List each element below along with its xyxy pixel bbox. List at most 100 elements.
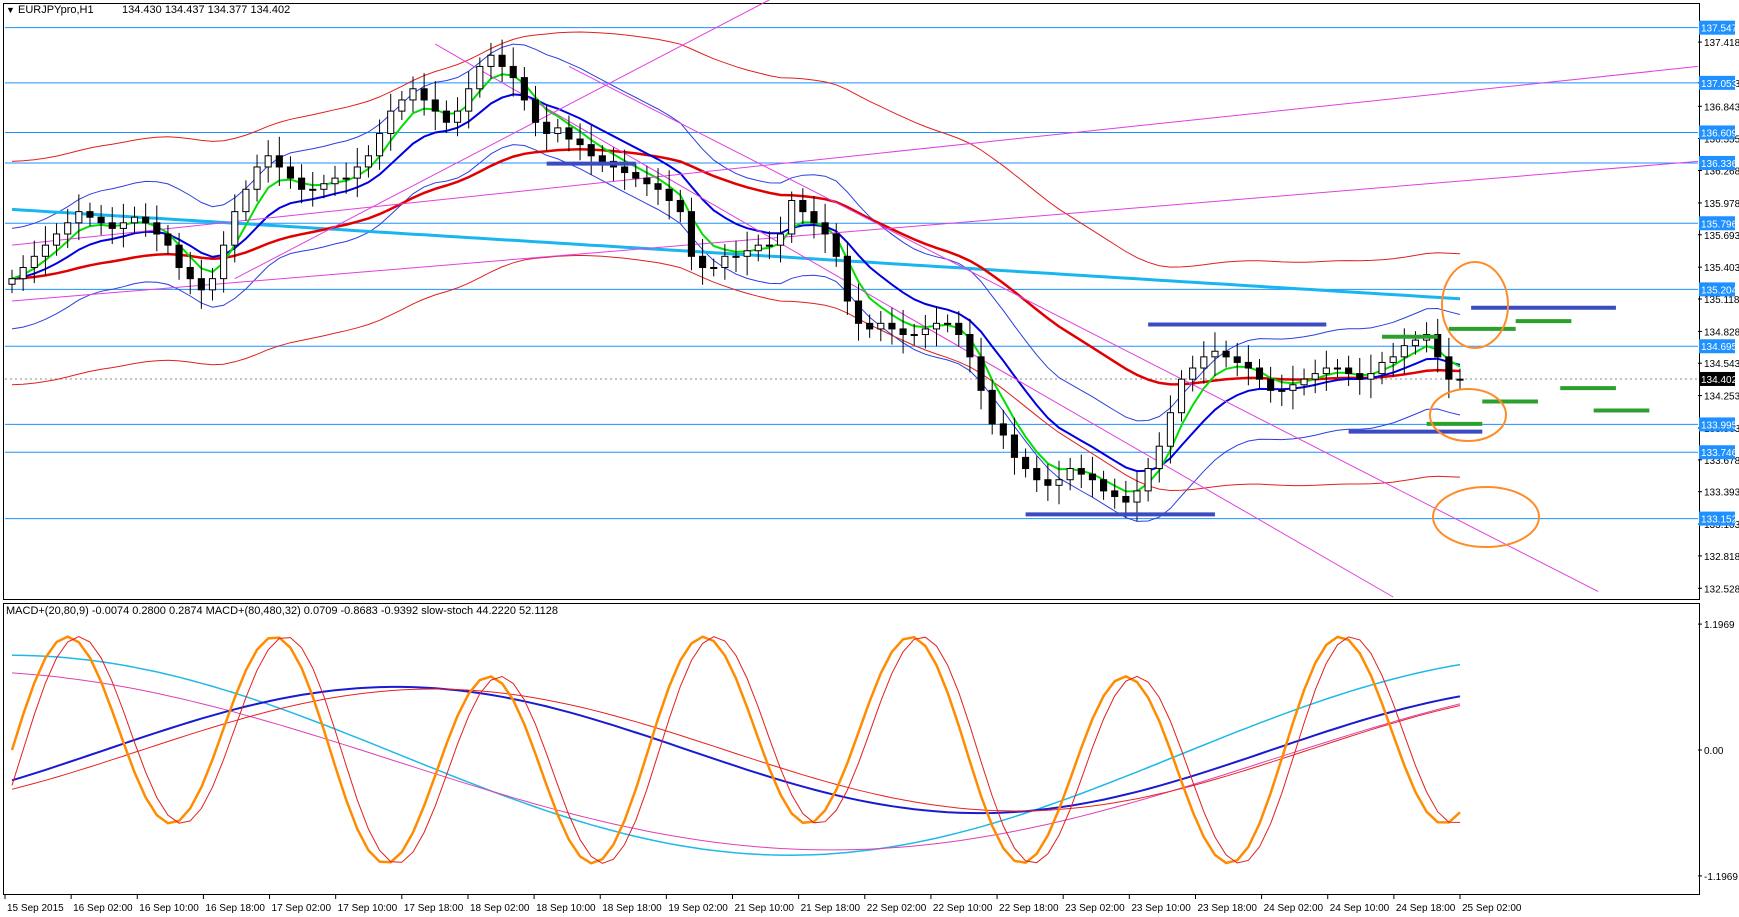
candle-body: [1044, 479, 1052, 486]
trendline[interactable]: [11, 65, 1699, 246]
x-tick-label: 18 Sep 18:00: [602, 903, 662, 914]
candle-body: [632, 172, 640, 179]
candle-body: [1166, 412, 1174, 447]
trendline[interactable]: [568, 65, 1599, 592]
trendline[interactable]: [234, 0, 792, 280]
candle-body: [955, 322, 963, 336]
candle-body: [1088, 473, 1096, 481]
candle-body: [665, 188, 673, 201]
candle-body: [1345, 367, 1353, 375]
candle-body: [86, 211, 94, 218]
candle-body: [743, 250, 751, 257]
candle-body: [710, 266, 718, 269]
candle-body: [988, 389, 996, 425]
y-tick-label: 135.403: [1704, 263, 1739, 274]
candle-body: [41, 244, 49, 257]
x-tick-label: 24 Sep 18:00: [1396, 903, 1456, 914]
trendline[interactable]: [435, 43, 1394, 598]
price-level-text: 133.995: [1701, 420, 1738, 431]
candle-body: [1200, 356, 1208, 369]
y-tick-label: 135.978: [1704, 199, 1739, 210]
trendline[interactable]: [11, 160, 1699, 302]
macd-slow-signal: [11, 672, 1461, 851]
candle-body: [1300, 378, 1308, 386]
candle-body: [298, 177, 306, 190]
candle-body: [1133, 490, 1141, 503]
candle-body: [565, 127, 573, 140]
macd-slow-line: [11, 654, 1461, 856]
bollinger-upper-inner: [11, 43, 1461, 422]
candle-body: [776, 233, 785, 246]
x-tick-label: 23 Sep 18:00: [1197, 903, 1257, 914]
candle-body: [387, 110, 395, 134]
candle-body: [19, 266, 27, 280]
candle-body: [1122, 495, 1130, 503]
candle-body: [153, 222, 161, 235]
candle-body: [1378, 361, 1386, 375]
indicator-y-label: 0.00: [1704, 746, 1724, 757]
y-tick-label: 133.678: [1704, 456, 1739, 467]
candle-body: [1333, 367, 1342, 370]
x-tick-label: 22 Sep 18:00: [999, 903, 1059, 914]
highlight-circle[interactable]: [1429, 388, 1507, 442]
highlight-circle[interactable]: [1441, 261, 1509, 349]
candle-body: [932, 322, 941, 330]
candle-body: [453, 110, 462, 123]
candle-body: [442, 110, 450, 123]
candle-body: [1177, 378, 1186, 414]
y-tick-label: 135.693: [1704, 231, 1739, 242]
highlight-circle[interactable]: [1432, 486, 1540, 548]
indicator-panel[interactable]: [3, 603, 1700, 895]
price-level-label: [1699, 417, 1735, 432]
candle-body: [754, 244, 762, 252]
candle-body: [843, 255, 851, 302]
candle-body: [220, 244, 228, 280]
candle-body: [598, 155, 606, 162]
bollinger-upper-outer: [11, 31, 1461, 268]
stoch-k-line: [10, 635, 1461, 865]
candle-body: [1322, 367, 1330, 375]
candle-body: [788, 199, 796, 235]
candle-body: [576, 138, 584, 146]
y-tick-label: 132.818: [1704, 552, 1739, 563]
y-tick-label: 133.393: [1704, 488, 1739, 499]
x-tick-label: 23 Sep 10:00: [1131, 903, 1191, 914]
candle-body: [309, 188, 317, 191]
candle-body: [420, 88, 428, 101]
x-tick-label: 19 Sep 02:00: [668, 903, 728, 914]
candle-body: [164, 233, 172, 246]
candle-body: [1434, 334, 1442, 358]
ohlc-readout: 134.430 134.437 134.377 134.402: [122, 4, 290, 16]
candle-body: [732, 255, 740, 258]
ma-slow-line: [11, 148, 1461, 386]
x-tick-label: 18 Sep 02:00: [470, 903, 530, 914]
price-level-label: [1699, 339, 1735, 354]
indicator-y-label: -1.1969: [1704, 872, 1738, 883]
candle-body: [275, 155, 283, 168]
dropdown-arrow-icon[interactable]: ▼: [6, 5, 15, 15]
candle-body: [1189, 367, 1197, 380]
candle-body: [231, 211, 239, 246]
candle-body: [921, 328, 929, 336]
candle-body: [8, 278, 16, 285]
price-level-text: 137.547: [1701, 24, 1738, 35]
candle-body: [1356, 373, 1364, 380]
current-price-text: 134.402: [1701, 375, 1738, 386]
candle-body: [253, 166, 261, 190]
x-tick-label: 16 Sep 18:00: [205, 903, 265, 914]
candle-body: [999, 423, 1007, 436]
price-level-text: 135.204: [1701, 285, 1738, 296]
candle-body: [699, 255, 707, 268]
x-tick-label: 17 Sep 18:00: [404, 903, 464, 914]
x-tick-label: 15 Sep 2015: [7, 903, 64, 914]
candle-body: [621, 166, 629, 174]
candle-body: [320, 183, 328, 190]
price-level-label: [1699, 216, 1735, 231]
candle-body: [721, 255, 729, 268]
x-tick-label: 25 Sep 02:00: [1462, 903, 1522, 914]
price-panel[interactable]: [3, 3, 1700, 600]
candle-body: [1267, 378, 1275, 391]
price-level-text: 133.746: [1701, 448, 1738, 459]
x-tick-label: 16 Sep 10:00: [139, 903, 199, 914]
